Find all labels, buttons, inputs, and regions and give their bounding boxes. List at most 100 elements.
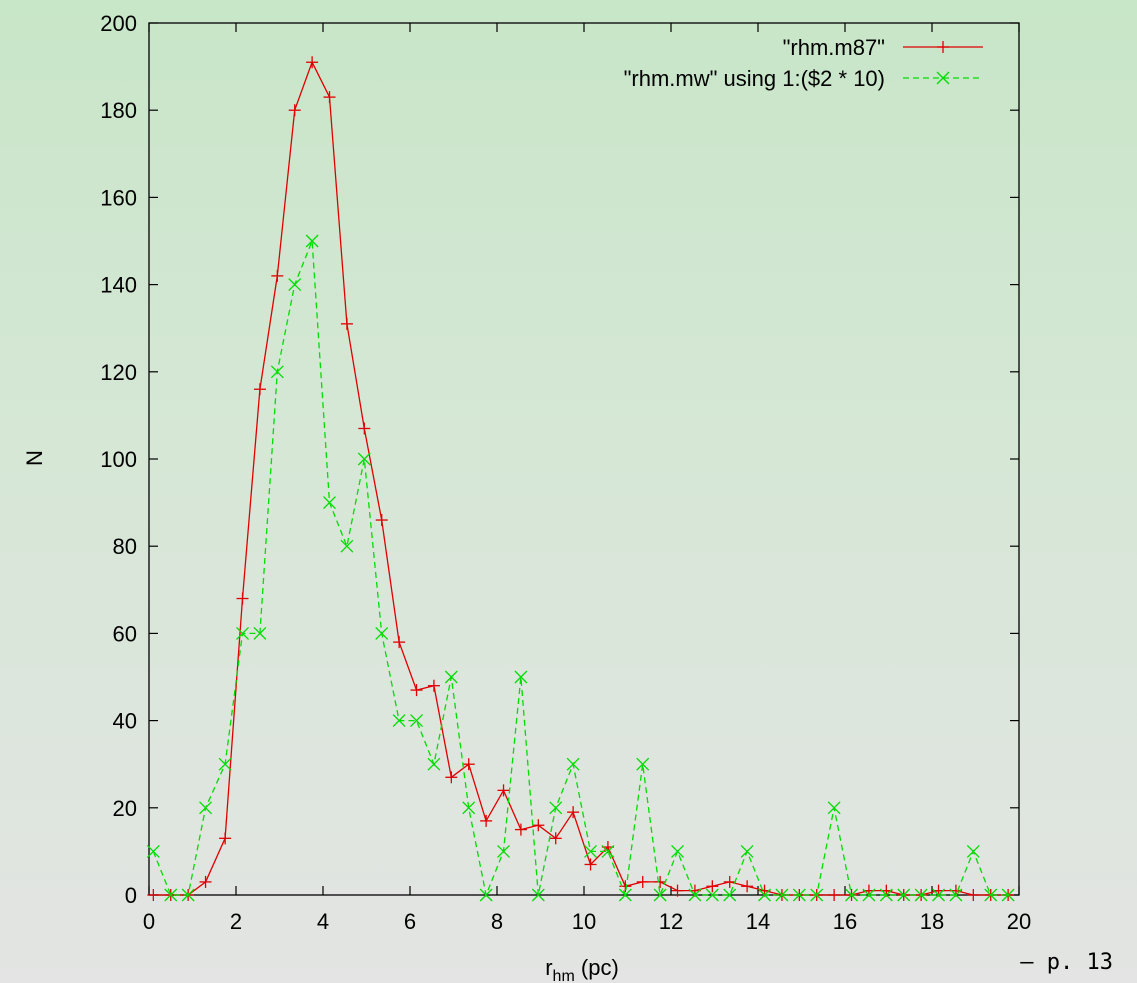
x-tick-label: 10 (572, 909, 596, 934)
legend-label: "rhm.m87" (783, 35, 885, 60)
data-point (845, 888, 858, 902)
data-point (462, 758, 475, 771)
y-tick-label: 200 (100, 11, 137, 36)
data-point (393, 636, 406, 649)
data-point (375, 514, 388, 527)
data-point (305, 234, 319, 248)
data-point (688, 888, 702, 902)
data-point (567, 806, 580, 819)
x-tick-label: 6 (404, 909, 416, 934)
data-point (288, 104, 301, 117)
x-tick-label: 16 (833, 909, 857, 934)
data-point (271, 269, 284, 282)
data-point (340, 539, 354, 553)
data-point (914, 888, 928, 902)
data-point (601, 844, 615, 858)
series-rhm-m87 (147, 56, 1015, 901)
x-axis-label: rhm (pc) (545, 955, 619, 983)
x-tick-label: 12 (659, 909, 683, 934)
x-axis-label-unit: (pc) (575, 955, 619, 980)
series-line (152, 240, 1009, 898)
series-line (153, 60, 1009, 896)
data-point (410, 684, 423, 697)
data-point (358, 422, 371, 435)
legend-label: "rhm.mw" using 1:($2 * 10) (624, 66, 885, 91)
page-number: – p. 13 (1020, 950, 1113, 975)
data-point (199, 801, 213, 815)
x-tick-label: 14 (746, 909, 770, 934)
data-point (984, 888, 998, 902)
data-point (497, 784, 510, 797)
data-point (758, 888, 771, 902)
y-tick-label: 160 (100, 185, 137, 210)
data-point (584, 858, 597, 871)
data-point (497, 844, 510, 858)
data-point (218, 757, 232, 771)
data-point (147, 889, 160, 901)
y-axis-label: N (22, 450, 47, 466)
data-point (146, 844, 160, 858)
data-point (741, 880, 754, 893)
y-tick-label: 0 (125, 883, 137, 908)
series-rhm-mw (146, 234, 1015, 902)
data-point (219, 832, 232, 845)
plot-frame (148, 22, 1020, 896)
x-tick-label: 4 (317, 909, 329, 934)
y-tick-label: 20 (113, 796, 137, 821)
data-point (340, 317, 353, 330)
data-point (967, 889, 980, 901)
data-point (792, 888, 806, 902)
data-point (827, 801, 841, 815)
data-point (862, 888, 876, 902)
data-point (480, 814, 493, 827)
x-axis-label-subscript: hm (553, 968, 575, 983)
y-tick-label: 80 (113, 534, 137, 559)
data-point (531, 888, 545, 902)
data-point (444, 670, 458, 684)
data-point (375, 626, 389, 640)
y-tick-label: 140 (100, 273, 137, 298)
data-point (723, 888, 737, 902)
y-tick-label: 180 (100, 98, 137, 123)
data-point (236, 626, 249, 640)
data-point (618, 888, 632, 902)
data-point (810, 888, 824, 902)
legend-swatch-marker (936, 71, 950, 85)
data-point (532, 819, 545, 832)
data-point (828, 889, 841, 901)
data-point (636, 757, 650, 771)
data-point (723, 875, 736, 888)
data-point (164, 888, 178, 902)
data-point (671, 884, 684, 897)
data-point (427, 679, 440, 692)
data-point (253, 383, 266, 396)
axes: 0 2 4 6 8 10 12 14 16 18 2002040608010012014016018… (100, 11, 1031, 934)
x-tick-label: 18 (920, 909, 944, 934)
data-point (932, 888, 945, 902)
data-point (966, 844, 980, 858)
data-point (514, 670, 528, 684)
data-point (671, 844, 684, 858)
data-point (306, 56, 319, 69)
x-tick-label: 2 (230, 909, 242, 934)
data-point (706, 880, 719, 893)
data-point (392, 714, 406, 728)
data-point (199, 875, 212, 888)
data-point (654, 875, 667, 888)
legend-swatch-marker (937, 41, 949, 53)
data-point (236, 592, 249, 605)
data-point (740, 844, 754, 858)
data-point (479, 888, 493, 902)
y-tick-label: 120 (100, 360, 137, 385)
data-point (181, 888, 195, 902)
data-point (775, 888, 789, 902)
x-tick-label: 8 (491, 909, 503, 934)
y-tick-label: 100 (100, 447, 137, 472)
data-point (636, 875, 649, 888)
data-point (897, 888, 911, 902)
data-point (584, 844, 597, 858)
data-point (549, 801, 563, 815)
series-layer (146, 56, 1015, 902)
